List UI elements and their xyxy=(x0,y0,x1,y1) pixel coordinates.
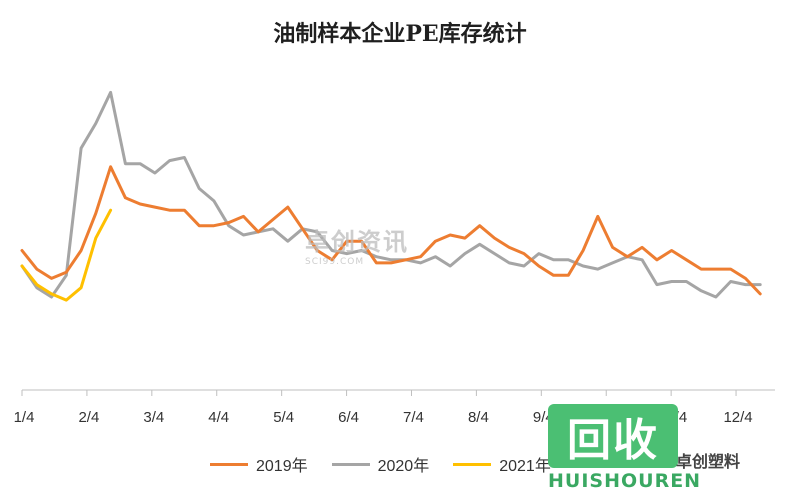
legend-item-2021: 2021年 xyxy=(453,452,551,476)
x-tick-label: 7/4 xyxy=(403,409,424,426)
legend-item-2019: 2019年 xyxy=(210,452,308,476)
x-tick-label: 5/4 xyxy=(273,409,294,426)
legend-label-2019: 2019年 xyxy=(256,458,308,475)
legend-item-2020: 2020年 xyxy=(331,452,430,476)
legend-label-2021: 2021年 xyxy=(499,458,551,475)
chart-legend: 2019年 2020年 2021年 xyxy=(210,452,551,476)
logo: 回收 HUISHOUREN 卓创塑料 xyxy=(548,404,798,494)
legend-swatch-2019 xyxy=(210,462,248,466)
chart-title: 油制样本企业PE库存统计 xyxy=(273,21,527,47)
x-tick-label: 3/4 xyxy=(143,409,164,426)
x-tick-label: 8/4 xyxy=(468,409,489,426)
x-tick-label: 2/4 xyxy=(78,409,99,426)
logo-english: HUISHOUREN xyxy=(548,470,702,492)
series-line-2020年 xyxy=(20,90,762,299)
logo-brand: 卓创塑料 xyxy=(676,452,741,471)
watermark: 卓创资讯 SCI99.COM xyxy=(305,228,409,267)
legend-label-2020: 2020年 xyxy=(377,458,430,475)
legend-swatch-2021 xyxy=(453,462,492,466)
x-tick-label: 6/4 xyxy=(338,409,359,426)
x-tick-label: 12/4 xyxy=(723,409,752,426)
legend-swatch-2020 xyxy=(331,462,370,466)
series-line-2019年 xyxy=(20,165,762,296)
x-tick-label: 4/4 xyxy=(208,409,229,426)
series-line-2021年 xyxy=(20,208,113,302)
x-tick-label: 1/4 xyxy=(14,409,35,426)
logo-box: 回收 xyxy=(548,404,678,468)
